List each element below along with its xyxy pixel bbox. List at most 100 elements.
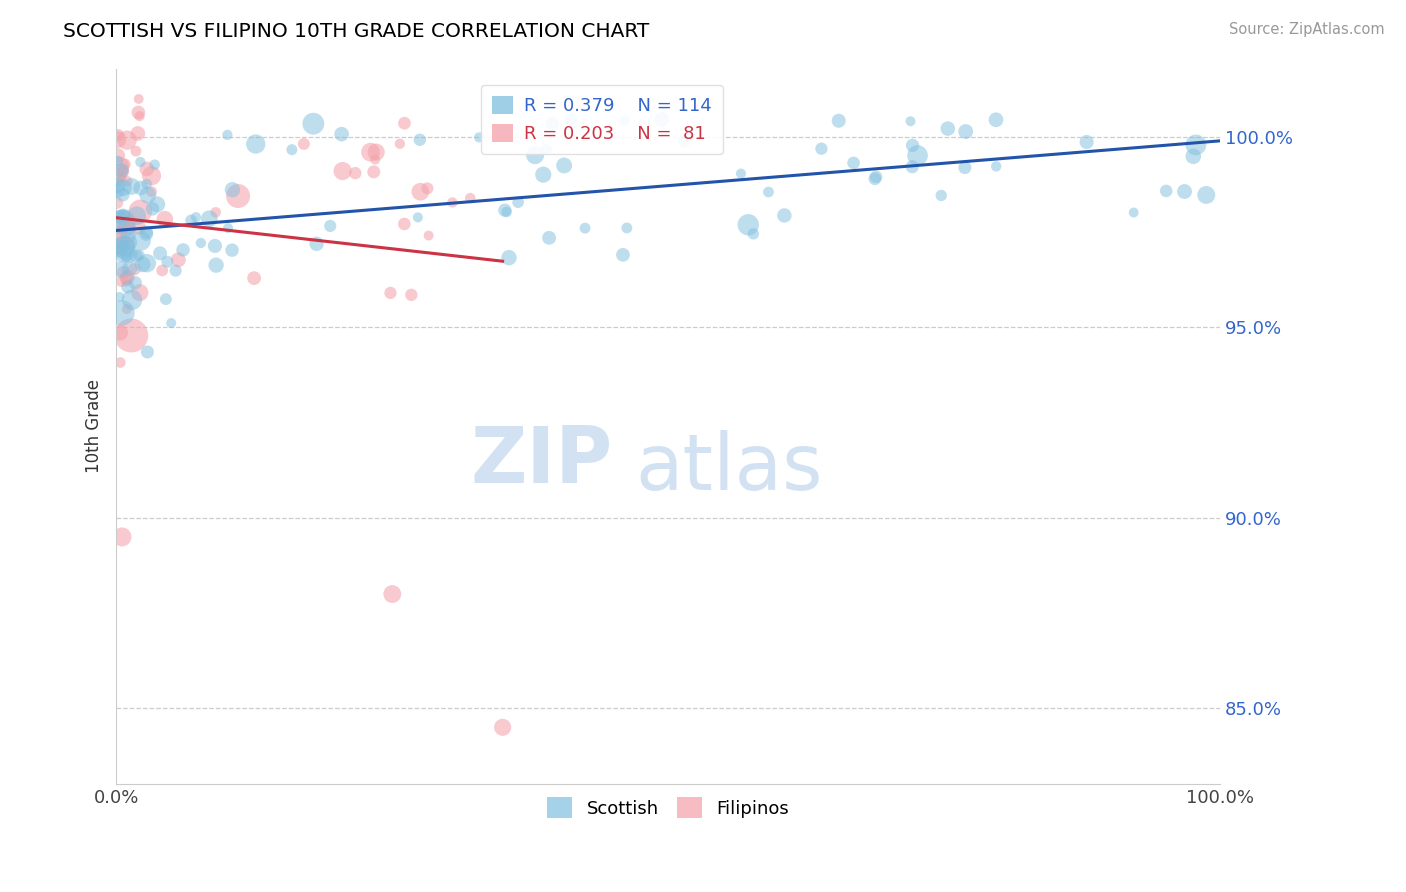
Point xyxy=(135,256,157,270)
Point xyxy=(344,166,367,180)
Point xyxy=(742,227,765,241)
Point xyxy=(112,240,135,254)
Point xyxy=(124,261,146,276)
Point xyxy=(128,220,150,235)
Point xyxy=(135,161,157,176)
Point xyxy=(198,211,221,226)
Point xyxy=(156,254,179,268)
Point xyxy=(651,112,673,127)
Point xyxy=(107,183,129,197)
Point xyxy=(366,145,388,160)
Point xyxy=(110,219,132,233)
Point xyxy=(541,117,564,131)
Point xyxy=(155,292,177,306)
Point xyxy=(110,262,132,277)
Point xyxy=(553,158,575,172)
Point xyxy=(305,236,328,251)
Point xyxy=(153,212,176,227)
Point xyxy=(536,142,558,156)
Point xyxy=(416,181,439,195)
Point xyxy=(330,127,353,141)
Point xyxy=(929,188,952,202)
Point xyxy=(117,270,139,285)
Point xyxy=(1182,149,1205,163)
Point xyxy=(673,135,696,149)
Point xyxy=(363,165,385,179)
Point xyxy=(292,136,315,151)
Point xyxy=(110,274,132,288)
Point xyxy=(115,174,138,188)
Point xyxy=(418,228,440,243)
Point xyxy=(125,144,148,158)
Point xyxy=(226,189,249,203)
Point xyxy=(172,243,194,257)
Point xyxy=(129,155,152,169)
Point xyxy=(180,213,202,227)
Point xyxy=(531,168,554,182)
Point xyxy=(953,161,976,175)
Point xyxy=(955,124,977,138)
Point xyxy=(117,247,139,261)
Point xyxy=(136,345,159,359)
Point xyxy=(107,224,129,238)
Point xyxy=(127,105,149,120)
Point xyxy=(107,221,129,235)
Point xyxy=(115,275,138,289)
Point xyxy=(394,116,416,130)
Point xyxy=(612,248,634,262)
Point xyxy=(108,290,131,304)
Point xyxy=(205,258,228,272)
Point xyxy=(1122,205,1144,219)
Point xyxy=(388,136,411,151)
Point xyxy=(1195,188,1218,202)
Point xyxy=(302,117,325,131)
Point xyxy=(165,263,187,277)
Point xyxy=(406,211,429,225)
Point xyxy=(124,276,146,290)
Text: SCOTTISH VS FILIPINO 10TH GRADE CORRELATION CHART: SCOTTISH VS FILIPINO 10TH GRADE CORRELAT… xyxy=(63,22,650,41)
Point xyxy=(112,244,135,259)
Text: atlas: atlas xyxy=(636,430,823,507)
Point xyxy=(114,238,136,252)
Point xyxy=(245,136,267,151)
Point xyxy=(105,236,128,251)
Point xyxy=(217,221,239,235)
Point xyxy=(842,156,865,170)
Point xyxy=(135,177,157,191)
Point xyxy=(107,178,129,193)
Point xyxy=(150,263,173,277)
Point xyxy=(108,166,131,180)
Point xyxy=(112,164,135,178)
Point xyxy=(394,217,416,231)
Point xyxy=(773,209,796,223)
Point xyxy=(810,142,832,156)
Point xyxy=(204,239,226,253)
Point xyxy=(128,92,150,106)
Point xyxy=(115,133,138,147)
Point xyxy=(118,261,141,276)
Point xyxy=(498,251,520,265)
Point xyxy=(107,133,129,147)
Point xyxy=(111,222,134,236)
Point xyxy=(121,293,143,307)
Point xyxy=(112,239,135,253)
Point xyxy=(380,285,402,300)
Point xyxy=(221,243,243,257)
Point xyxy=(900,114,922,128)
Point xyxy=(112,265,135,279)
Point xyxy=(120,328,142,343)
Point xyxy=(107,211,129,225)
Point xyxy=(936,121,959,136)
Point xyxy=(574,221,596,235)
Point xyxy=(114,157,136,171)
Point xyxy=(108,241,131,255)
Point xyxy=(121,179,143,194)
Point xyxy=(107,153,129,168)
Point xyxy=(901,160,924,174)
Point xyxy=(319,219,342,233)
Point xyxy=(127,127,149,141)
Point xyxy=(141,169,163,183)
Point xyxy=(1185,137,1208,152)
Point xyxy=(131,257,153,271)
Point xyxy=(494,203,516,218)
